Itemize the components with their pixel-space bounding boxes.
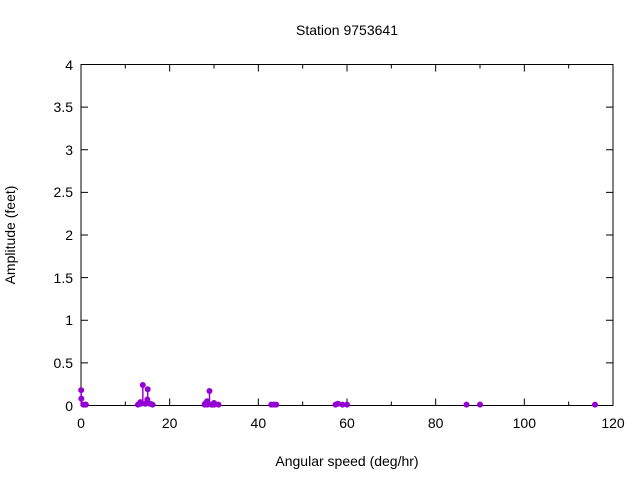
data-point	[78, 387, 85, 394]
data-point	[591, 401, 598, 408]
x-tick-label: 40	[250, 414, 267, 431]
data-point	[139, 382, 146, 389]
y-tick-label: 3.5	[53, 99, 73, 116]
y-tick-label: 4	[65, 56, 73, 73]
y-tick-label: 1.5	[53, 269, 73, 286]
data-point	[334, 400, 341, 407]
plot-border	[80, 64, 614, 406]
x-axis-label: Angular speed (deg/hr)	[275, 453, 419, 469]
data-point	[463, 401, 470, 408]
y-tick-label: 2.5	[53, 184, 73, 201]
data-point	[149, 401, 156, 408]
x-tick-label: 0	[77, 414, 85, 431]
y-tick-label: 2	[65, 227, 73, 243]
x-tick-label: 120	[601, 414, 625, 431]
data-point	[78, 395, 85, 402]
data-point	[215, 401, 222, 408]
y-tick-label: 1	[65, 312, 73, 329]
x-tick-label: 100	[512, 414, 536, 431]
data-point	[344, 401, 350, 408]
x-tick-label: 80	[427, 414, 444, 431]
data-point	[204, 401, 211, 408]
y-tick-label: 0.5	[53, 354, 73, 371]
y-tick-label: 3	[65, 141, 73, 158]
y-tick-label: 0	[65, 397, 73, 414]
data-point	[82, 401, 89, 408]
data-point	[137, 400, 144, 407]
chart-title: Station 9753641	[296, 22, 398, 38]
x-tick-label: 20	[161, 414, 178, 431]
data-point	[206, 388, 213, 395]
x-tick-label: 60	[339, 414, 355, 431]
data-point	[144, 386, 151, 393]
data-point	[477, 401, 483, 408]
data-point	[273, 401, 280, 408]
data-point	[339, 401, 346, 408]
